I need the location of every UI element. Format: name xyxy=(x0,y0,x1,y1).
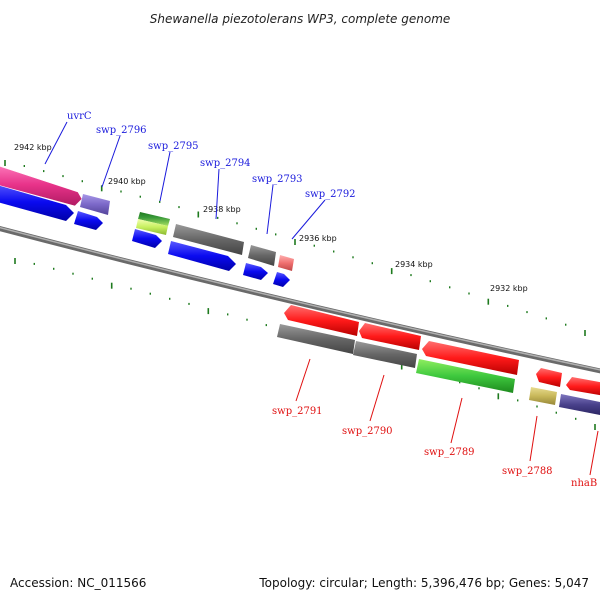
gene-label-swp_2789[interactable]: swp_2789 xyxy=(424,447,475,458)
gene-swp_2788[interactable] xyxy=(529,387,557,405)
kbp-label-2936: 2936 kbp xyxy=(299,234,337,243)
gene-swp_2794[interactable] xyxy=(173,224,244,255)
gene-swp_2791[interactable] xyxy=(277,305,359,354)
genome-backbone xyxy=(0,226,600,374)
accession-text: Accession: NC_011566 xyxy=(10,576,146,590)
gene-label-swp_2790[interactable]: swp_2790 xyxy=(342,426,393,437)
gene-swp_2790[interactable] xyxy=(353,323,421,368)
gene-label-swp_2793[interactable]: swp_2793 xyxy=(252,174,303,185)
gene-label-nhaB[interactable]: nhaB xyxy=(571,478,597,489)
label-group-nhaB[interactable]: nhaB xyxy=(571,430,599,489)
gene-swp_2788-red[interactable] xyxy=(536,368,562,387)
gene-blue-small-4[interactable] xyxy=(273,272,290,287)
gene-blue-small-3[interactable] xyxy=(243,263,268,280)
gene-blue-large[interactable] xyxy=(168,241,236,271)
label-group-swp_2795[interactable]: swp_2795 xyxy=(148,141,199,202)
label-group-swp_2788[interactable]: swp_2788 xyxy=(502,415,553,477)
label-group-swp_2791[interactable]: swp_2791 xyxy=(272,358,323,417)
label-group-uvrC[interactable]: uvrC xyxy=(44,111,92,165)
gene-label-swp_2788[interactable]: swp_2788 xyxy=(502,466,553,477)
label-group-swp_2792[interactable]: swp_2792 xyxy=(291,189,356,240)
genome-title: Shewanella piezotolerans WP3, complete g… xyxy=(150,12,451,26)
kbp-label-2942: 2942 kbp xyxy=(14,143,52,152)
gene-swp_2796[interactable] xyxy=(80,194,110,215)
gene-swp_2793[interactable] xyxy=(248,245,276,266)
kbp-label-2940: 2940 kbp xyxy=(108,177,146,186)
kbp-label-2938: 2938 kbp xyxy=(203,205,241,214)
gene-label-swp_2795[interactable]: swp_2795 xyxy=(148,141,199,152)
topology-summary-text: Topology: circular; Length: 5,396,476 bp… xyxy=(258,576,589,590)
kbp-label-2934: 2934 kbp xyxy=(395,260,433,269)
label-group-swp_2796[interactable]: swp_2796 xyxy=(96,125,147,188)
gene-label-uvrC[interactable]: uvrC xyxy=(67,111,92,122)
label-group-swp_2789[interactable]: swp_2789 xyxy=(424,397,475,458)
gene-swp_2789[interactable] xyxy=(416,341,519,393)
label-group-swp_2793[interactable]: swp_2793 xyxy=(252,174,303,235)
gene-uvrC[interactable] xyxy=(0,163,83,207)
kbp-label-2932: 2932 kbp xyxy=(490,284,528,293)
gene-nhaB[interactable] xyxy=(559,377,600,416)
gene-label-swp_2791[interactable]: swp_2791 xyxy=(272,406,323,417)
gene-label-swp_2794[interactable]: swp_2794 xyxy=(200,158,251,169)
gene-swp_2792[interactable] xyxy=(278,255,294,271)
gene-blue-small-2[interactable] xyxy=(132,229,162,248)
gene-blue-small-1[interactable] xyxy=(74,211,103,230)
gene-swp_2795[interactable] xyxy=(136,212,170,235)
gene-uvrC-lower-blue[interactable] xyxy=(0,183,74,221)
label-group-swp_2790[interactable]: swp_2790 xyxy=(342,374,393,437)
label-group-swp_2794[interactable]: swp_2794 xyxy=(200,158,251,220)
gene-label-swp_2796[interactable]: swp_2796 xyxy=(96,125,147,136)
gene-label-swp_2792[interactable]: swp_2792 xyxy=(305,189,356,200)
